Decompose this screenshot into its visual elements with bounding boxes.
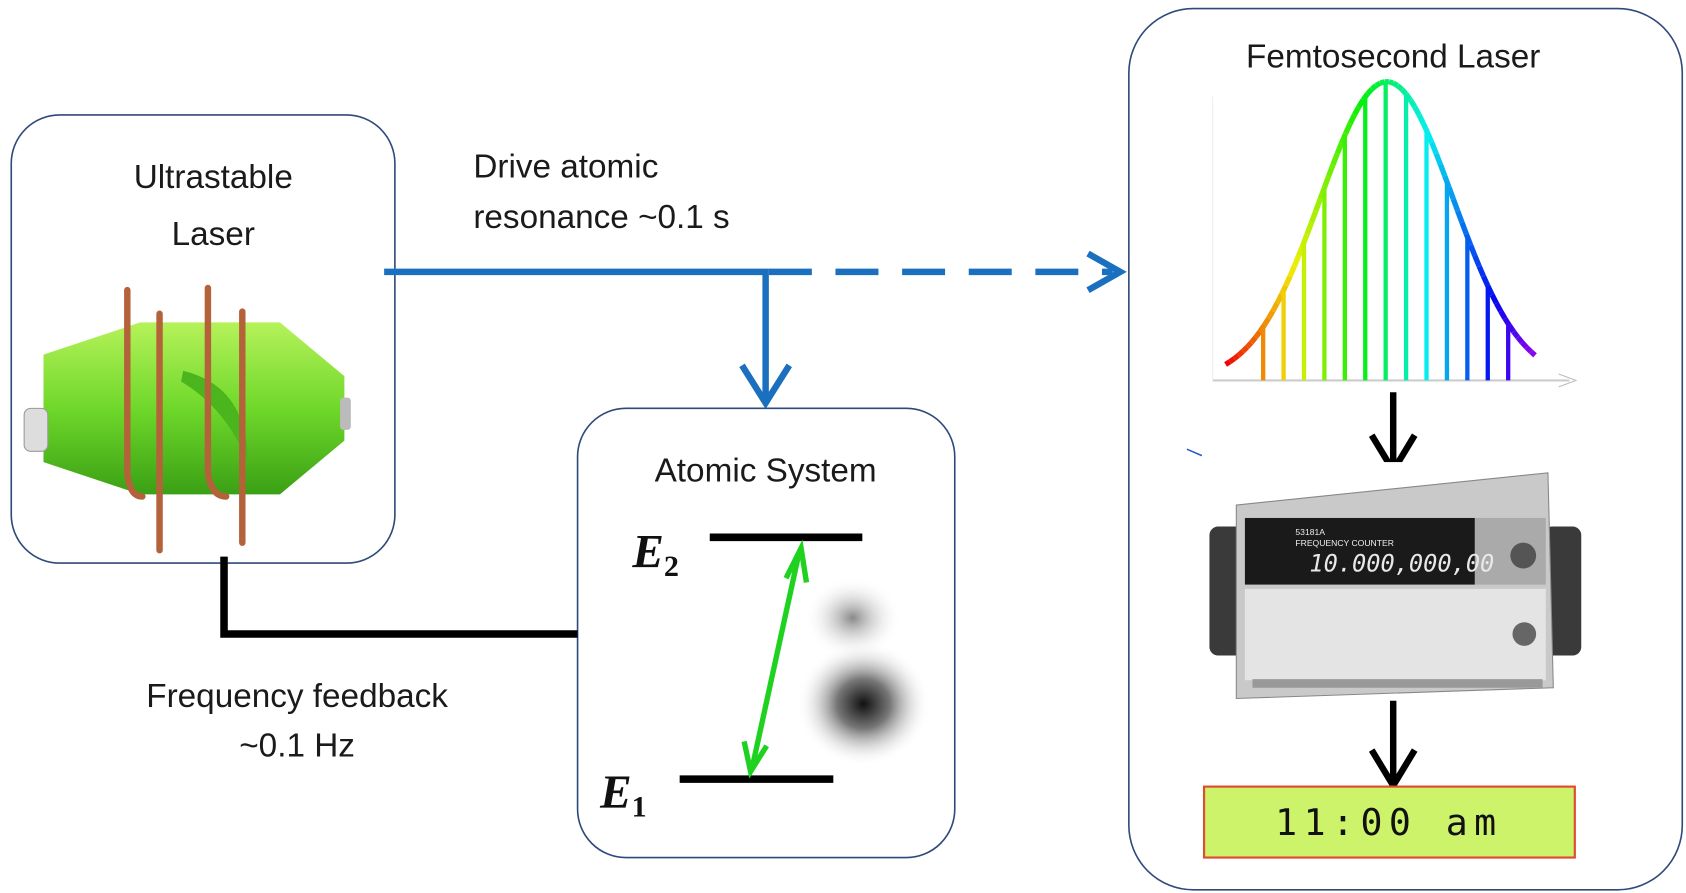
comb-part: [1389, 82, 1393, 83]
edge-label: Frequency feedback: [146, 678, 448, 715]
comb-part: [1234, 355, 1238, 358]
comb-part: [1264, 319, 1268, 326]
comb-part: [1518, 337, 1522, 342]
node-label: Femtosecond Laser: [1246, 39, 1540, 76]
comb-part: [1269, 311, 1273, 318]
comb-part: [1531, 352, 1535, 356]
edge-label: ~0.1 Hz: [239, 728, 355, 765]
feedback-line: [224, 557, 578, 634]
comb-part: [1501, 311, 1505, 318]
diagram: Ultrastable Laser Atomic System Femtosec…: [0, 0, 1686, 893]
frequency-counter: 53181A FREQUENCY COUNTER 10.000,000,00: [1195, 462, 1593, 701]
node-label: Ultrastable: [134, 159, 293, 196]
counter-name: FREQUENCY COUNTER: [1295, 538, 1394, 548]
node-label: Atomic System: [655, 452, 877, 489]
comb-part: [1415, 107, 1419, 115]
node-label: Laser: [172, 216, 255, 253]
comb-part: [1256, 332, 1260, 338]
comb-part: [1251, 337, 1255, 342]
level-symbol: E: [599, 767, 632, 819]
comb-part: [1359, 100, 1363, 107]
comb-part: [1238, 352, 1242, 356]
comb-part: [1397, 86, 1401, 90]
comb-part: [1492, 295, 1496, 303]
clock-text: 11:00 am: [1275, 801, 1502, 844]
counter-model: 53181A: [1295, 527, 1325, 537]
comb-part: [1372, 86, 1376, 90]
comb-part: [1355, 107, 1359, 115]
edge-label: resonance ~0.1 s: [473, 199, 729, 236]
comb-part: [1243, 347, 1247, 351]
comb-part: [1526, 347, 1530, 351]
comb-part: [1410, 100, 1414, 107]
comb-part: [1522, 343, 1526, 348]
comb-part: [1247, 343, 1251, 348]
comb-part: [1402, 89, 1406, 94]
level-index: 2: [664, 549, 679, 583]
orbital: [797, 642, 930, 767]
comb-part: [1496, 303, 1500, 311]
comb-part: [1393, 83, 1397, 85]
comb-part: [1277, 295, 1281, 303]
level-symbol: E: [631, 526, 664, 578]
comb-part: [1273, 303, 1277, 311]
comb-part: [1230, 359, 1234, 362]
comb-part: [1376, 83, 1380, 85]
comb-part: [1367, 89, 1371, 94]
drive-arrow: [384, 254, 1120, 403]
comb-part: [1226, 362, 1230, 365]
edge-label: Drive atomic: [473, 148, 658, 185]
counter-display: 10.000,000,00: [1309, 550, 1494, 578]
comb-part: [1514, 332, 1518, 338]
level-index: 1: [632, 790, 647, 824]
